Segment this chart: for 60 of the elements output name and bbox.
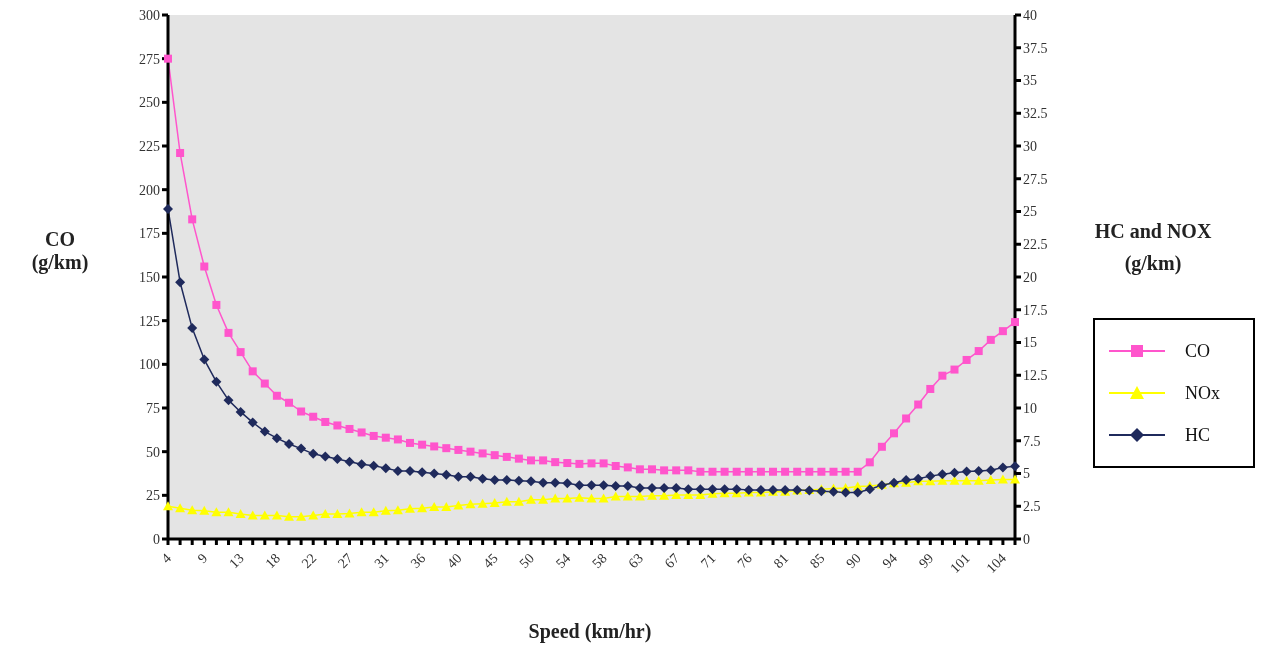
y-tick-label: 175 [139,226,160,242]
y-tick-label: 300 [139,7,160,23]
x-tick-label: 81 [770,550,792,572]
y2-tick-label: 10 [1023,400,1037,416]
x-tick-label: 94 [879,550,901,572]
y-tick-label: 125 [139,313,160,329]
x-tick-label: 27 [335,550,356,572]
x-tick-label: 31 [371,550,392,572]
y-tick-label: 50 [146,444,160,460]
x-tick-label: 58 [589,550,610,572]
y2-tick-label: 2.5 [1023,499,1041,515]
y-tick-label: 75 [146,400,160,416]
y-tick-label: 275 [139,51,160,67]
y2-tick-label: 35 [1023,73,1037,89]
y-tick-label: 200 [139,182,160,198]
x-tick-label: 13 [226,550,247,572]
y2-tick-label: 25 [1023,204,1037,220]
y-axis-title: CO (g/km) [30,228,90,274]
y2-tick-label: 22.5 [1023,237,1048,253]
x-tick-label: 104 [983,550,1010,576]
y-tick-label: 225 [139,138,160,154]
x-tick-label: 76 [734,550,755,572]
y2-tick-label: 0 [1023,531,1030,547]
legend-label: CO [1185,340,1211,362]
y2-tick-label: 32.5 [1023,106,1048,122]
x-tick-label: 90 [843,550,864,572]
y2-axis-title: HC and NOX (g/km) [1093,219,1213,277]
x-tick-label: 71 [698,550,719,572]
y-tick-label: 0 [153,531,160,547]
x-tick-label: 54 [552,550,574,572]
y2-tick-label: 5 [1023,466,1030,482]
x-tick-label: 9 [194,550,211,567]
y2-tick-label: 37.5 [1023,40,1048,56]
y2-tick-label: 17.5 [1023,302,1048,318]
x-tick-label: 36 [407,550,429,572]
y-tick-label: 250 [139,95,160,111]
y2-tick-label: 7.5 [1023,433,1041,449]
x-tick-label: 40 [444,550,465,572]
x-tick-label: 63 [625,550,647,572]
y2-tick-label: 30 [1023,138,1037,154]
x-tick-label: 22 [298,550,320,572]
x-axis-title: Speed (km/hr) [527,620,653,643]
x-tick-label: 101 [947,550,973,576]
x-tick-label: 85 [807,550,828,572]
y-tick-label: 25 [146,488,160,504]
x-tick-label: 50 [516,550,538,572]
x-tick-label: 4 [158,550,175,567]
x-tick-label: 99 [915,550,937,572]
y2-tick-label: 20 [1023,269,1037,285]
y-tick-label: 150 [139,269,160,285]
legend-label: HC [1185,424,1211,446]
y2-tick-label: 12.5 [1023,368,1048,384]
x-tick-label: 18 [262,550,284,572]
y2-tick-label: 40 [1023,7,1037,23]
legend-label: NOx [1185,382,1220,404]
x-tick-label: 67 [661,550,683,572]
x-tick-label: 45 [480,550,501,572]
y2-tick-label: 15 [1023,335,1037,351]
y-tick-label: 100 [139,357,160,373]
y2-tick-label: 27.5 [1023,171,1048,187]
